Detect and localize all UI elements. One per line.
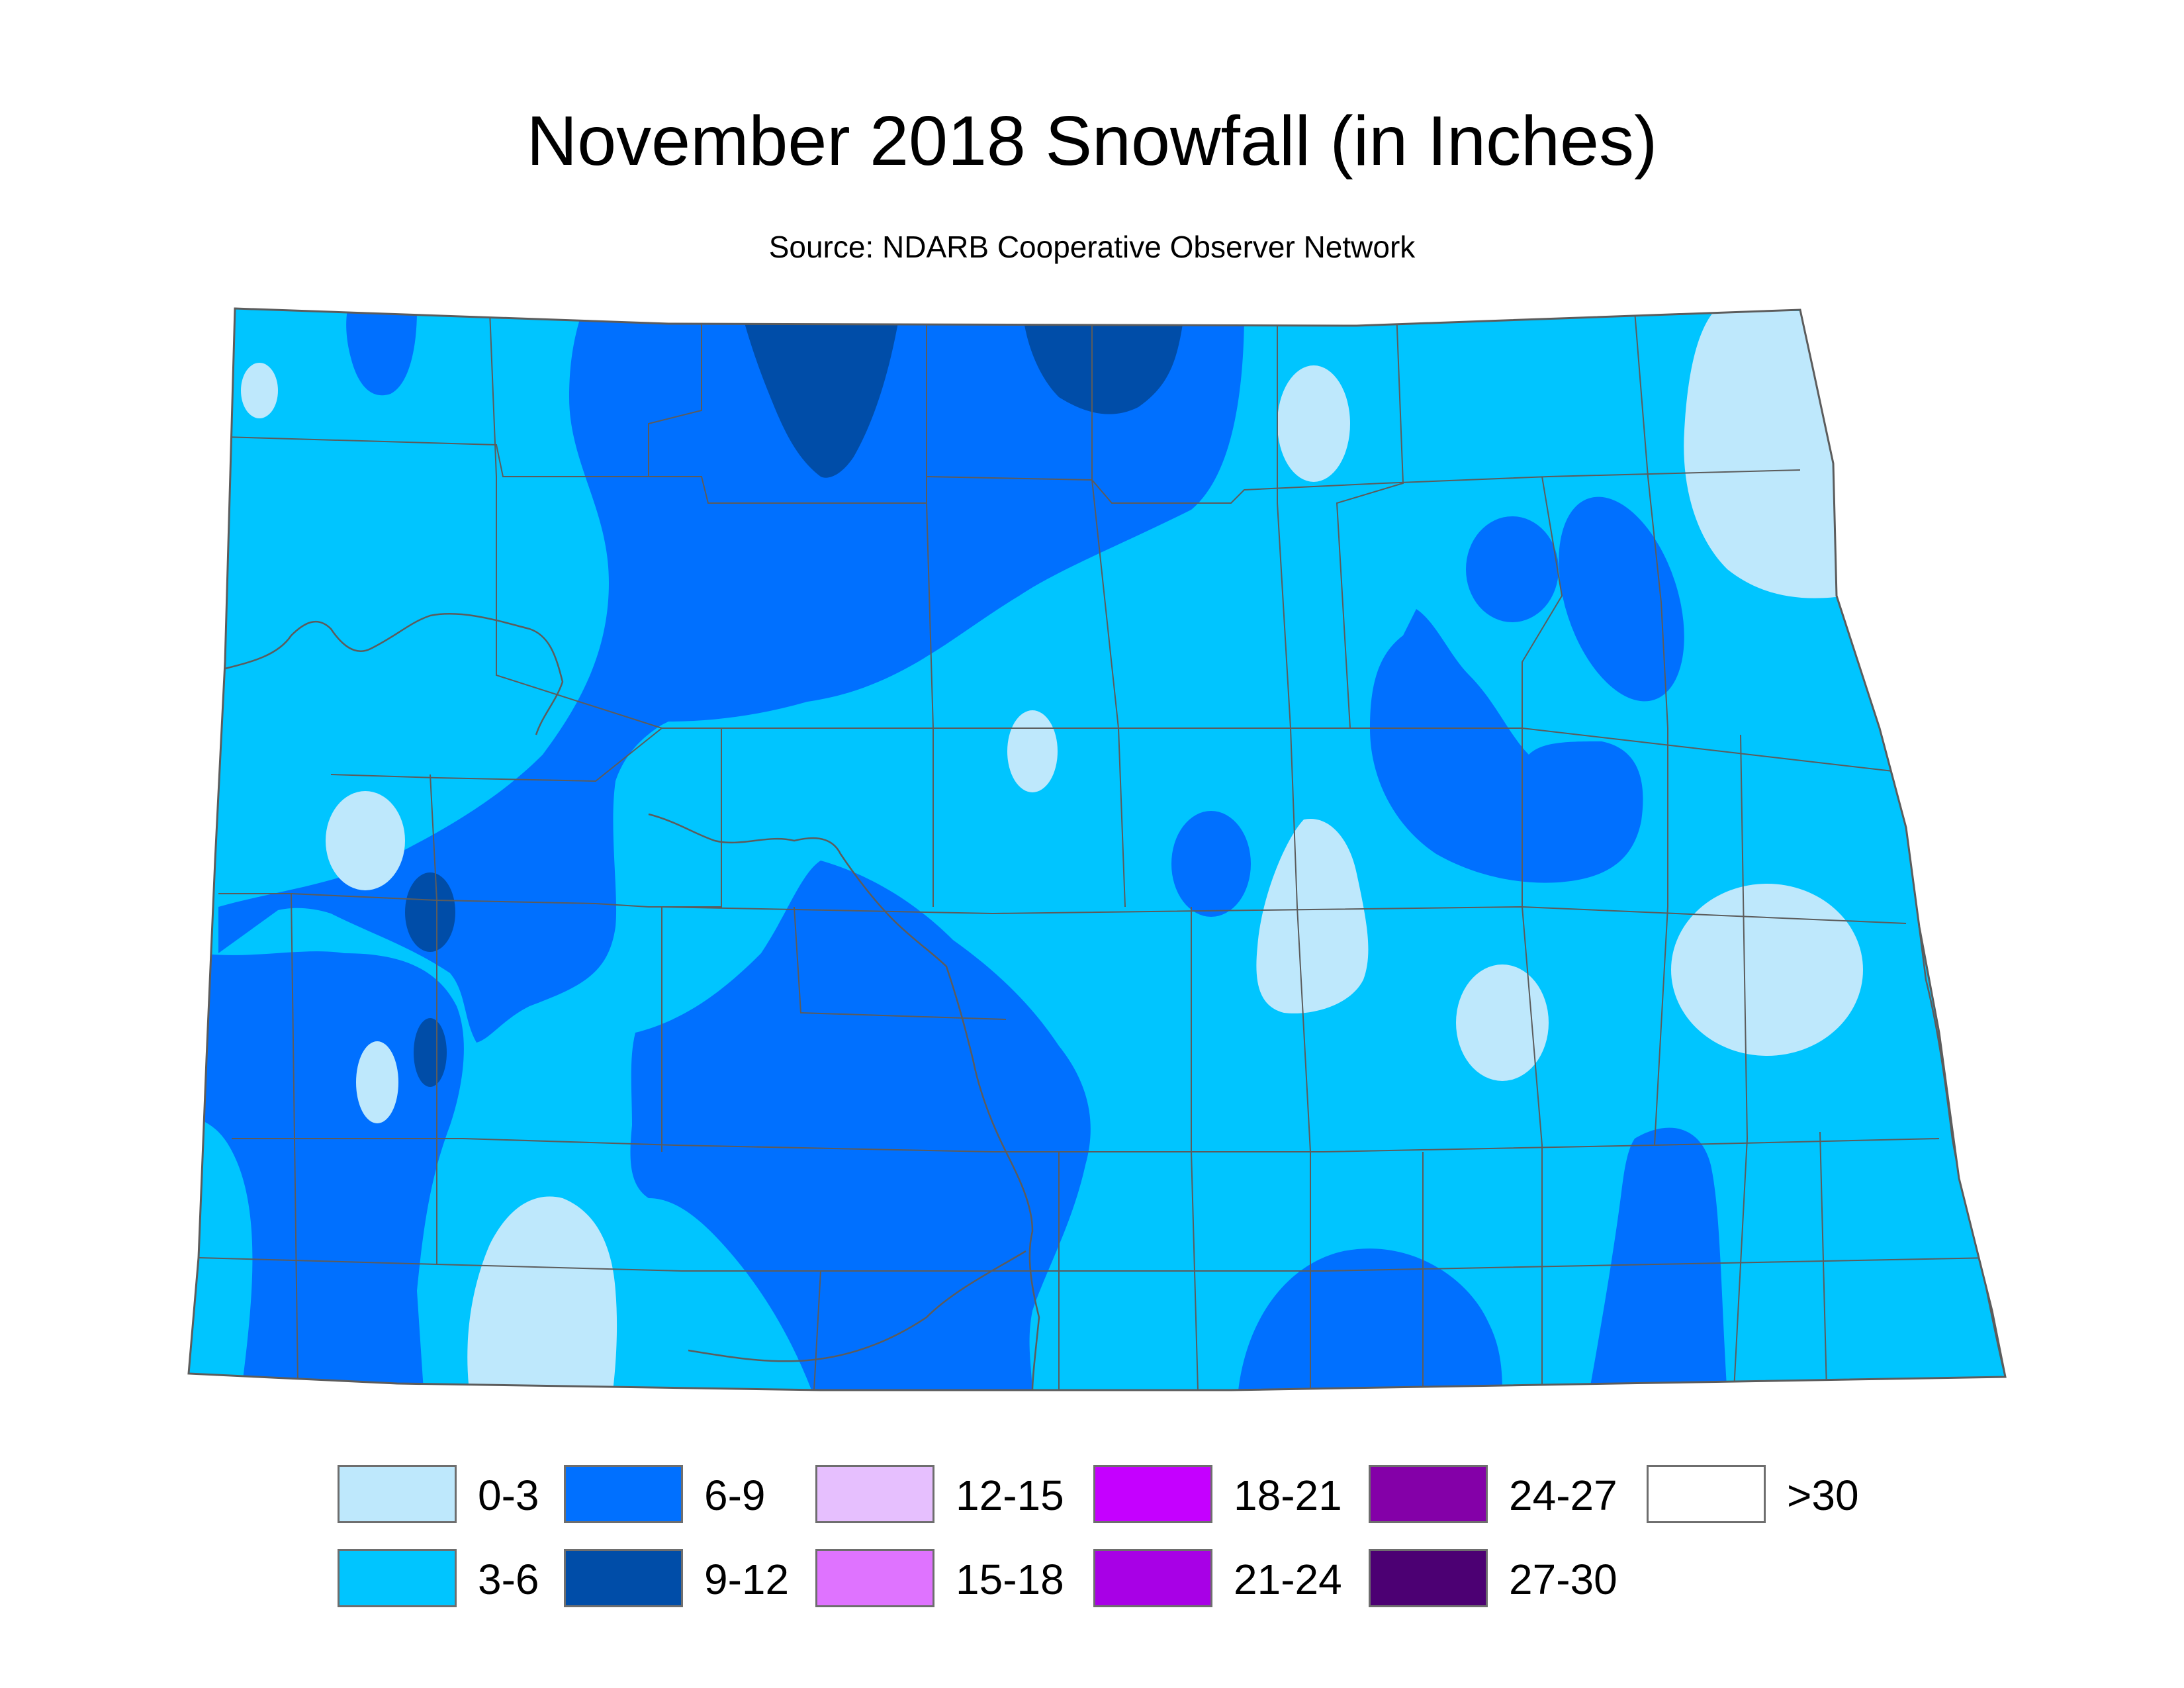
legend-swatch	[564, 1549, 683, 1607]
legend-label: 9-12	[704, 1556, 790, 1603]
legend-swatch	[338, 1549, 457, 1607]
legend-swatch	[815, 1549, 934, 1607]
state-outline	[187, 307, 2007, 1391]
legend-swatch	[338, 1465, 457, 1523]
zone-6-9-northeast-oblique	[1559, 496, 1684, 702]
zone-6-9-northeast-oval	[1466, 516, 1559, 622]
zone-9-12-north-left	[741, 311, 900, 478]
map-subtitle: Source: NDARB Cooperative Observer Netwo…	[768, 230, 1416, 264]
legend-label: >30	[1787, 1472, 1859, 1519]
zone-0-3-west	[326, 791, 405, 890]
zone-0-3-west-small	[356, 1041, 398, 1123]
zone-9-12-west-small-oval	[414, 1018, 447, 1087]
zone-0-3-central-small	[1007, 710, 1058, 792]
legend-swatch	[1093, 1549, 1212, 1607]
county-boundaries	[198, 310, 1993, 1390]
zone-0-3-far-northwest	[241, 363, 278, 418]
south-border-river	[688, 1250, 1026, 1362]
legend-label: 21-24	[1234, 1556, 1342, 1603]
legend-swatch	[815, 1465, 934, 1523]
zone-6-9-south-dome	[1238, 1248, 1502, 1390]
zone-0-3-central-east	[1256, 818, 1369, 1013]
zone-6-9-northwest-lobe	[346, 310, 417, 396]
missouri-river-central	[648, 813, 1040, 1390]
zone-6-9-central-oval	[1171, 811, 1251, 917]
zone-9-12-west-oval	[405, 872, 455, 952]
legend-label: 24-27	[1509, 1472, 1617, 1519]
legend-label: 12-15	[956, 1472, 1064, 1519]
zone-6-9-north-central	[218, 311, 1244, 1043]
zone-0-3-northeast	[1684, 311, 1846, 598]
legend-label: 15-18	[956, 1556, 1064, 1603]
map-title: November 2018 Snowfall (in Inches)	[526, 102, 1658, 180]
legend-label: 3-6	[478, 1556, 539, 1603]
legend-swatch	[1093, 1465, 1212, 1523]
legend-swatch	[1369, 1465, 1488, 1523]
zone-9-12-north-right	[1023, 311, 1185, 414]
zone-6-9-east-hook	[1370, 609, 1643, 883]
legend-swatch	[1647, 1465, 1766, 1523]
zone-0-3-north-central	[1277, 365, 1350, 482]
legend-swatch	[564, 1465, 683, 1523]
zone-0-3-southwest	[467, 1196, 617, 1390]
snowfall-zones	[189, 308, 2005, 1390]
missouri-river-north	[224, 613, 564, 735]
zone-0-3-east	[1671, 884, 1863, 1056]
legend-label: 6-9	[704, 1472, 766, 1519]
zone-6-9-southwest	[199, 951, 464, 1390]
legend-label: 27-30	[1509, 1556, 1617, 1603]
zone-6-9-southeast-tongue	[1588, 1127, 1727, 1390]
zone-6-9-south-central	[630, 861, 1091, 1390]
zone-0-3-central-southeast	[1456, 964, 1549, 1081]
legend-swatch	[1369, 1549, 1488, 1607]
legend-label: 0-3	[478, 1472, 539, 1519]
legend-label: 18-21	[1234, 1472, 1342, 1519]
